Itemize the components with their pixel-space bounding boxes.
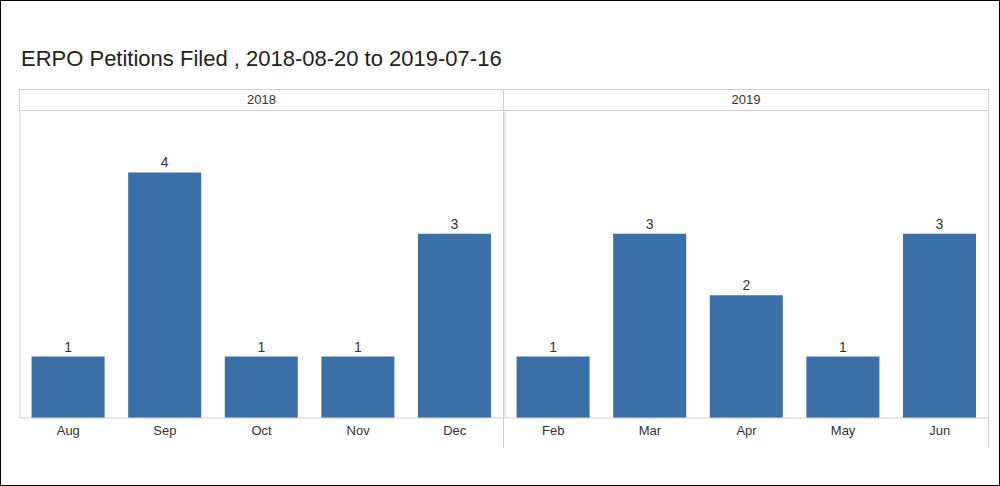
svg-text:Mar: Mar bbox=[639, 423, 662, 438]
svg-text:1: 1 bbox=[257, 339, 265, 355]
svg-text:May: May bbox=[831, 423, 856, 438]
svg-text:3: 3 bbox=[451, 216, 459, 232]
svg-text:1: 1 bbox=[64, 339, 72, 355]
html-text:2018: 2018 bbox=[247, 92, 276, 107]
svg-text:Aug: Aug bbox=[57, 423, 80, 438]
svg-text:1: 1 bbox=[549, 339, 557, 355]
svg-text:1: 1 bbox=[354, 339, 362, 355]
html-text:2019: 2019 bbox=[731, 92, 761, 107]
svg-text:2: 2 bbox=[742, 277, 750, 293]
svg-text:1: 1 bbox=[839, 339, 847, 355]
svg-text:Oct: Oct bbox=[251, 423, 272, 438]
svg-text:3: 3 bbox=[936, 216, 944, 232]
svg-text:4: 4 bbox=[161, 154, 169, 170]
svg-text:Sep: Sep bbox=[153, 423, 176, 438]
html-text:ERPO Petitions Filed , 2018-08: ERPO Petitions Filed , 2018-08-20 to 201… bbox=[21, 46, 502, 71]
svg-text:3: 3 bbox=[646, 216, 654, 232]
svg-text:Dec: Dec bbox=[443, 423, 467, 438]
svg-text:Apr: Apr bbox=[736, 423, 757, 438]
svg-text:Nov: Nov bbox=[347, 423, 371, 438]
svg-text:Feb: Feb bbox=[542, 423, 564, 438]
svg-text:Jun: Jun bbox=[929, 423, 950, 438]
